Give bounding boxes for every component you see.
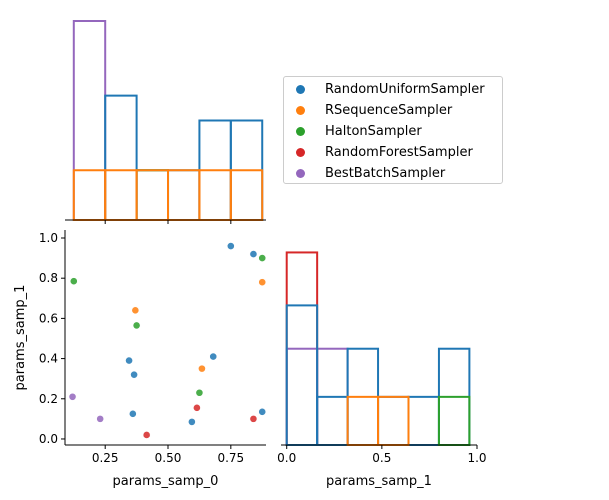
scatter-x-tick-label: 0.50 xyxy=(155,451,182,465)
hist-y-tick-label: 1.0 xyxy=(467,451,486,465)
scatter-point-RandomUniformSampler-7 xyxy=(258,407,267,416)
legend-item-RandomUniformSampler: RandomUniformSampler xyxy=(296,79,485,99)
legend-marker-dot xyxy=(296,105,305,115)
hist-y-bar-RandomUniformSampler-3 xyxy=(377,395,410,447)
hist-x-bar-RandomUniformSampler-2 xyxy=(167,169,201,221)
scatter-y-tick-label: 1.0 xyxy=(39,231,58,245)
hist-x-bar-HaltonSampler-0 xyxy=(135,169,170,221)
hist-y-bar-RSequenceSampler-1 xyxy=(377,395,410,447)
hist-x-bar-BestBatchSampler-0 xyxy=(72,20,107,221)
legend-marker-dot xyxy=(296,168,305,178)
hist-x-bar-RandomUniformSampler-0 xyxy=(104,94,138,221)
scatter-x-tick-label: 0.25 xyxy=(92,451,119,465)
scatter-point-RandomForestSampler-16 xyxy=(142,431,151,439)
scatter-point-RandomForestSampler-15 xyxy=(193,403,201,412)
scatter-point-HaltonSampler-14 xyxy=(195,388,204,397)
hist-x-bar-RandomUniformSampler-1 xyxy=(135,169,170,221)
scatter-x-tick-label: 0.75 xyxy=(217,451,244,465)
hist-y-bar-HaltonSampler-0 xyxy=(437,395,471,447)
legend-item-HaltonSampler: HaltonSampler xyxy=(296,121,422,141)
legend-marker-dot xyxy=(296,126,305,136)
scatter-point-RSequenceSampler-10 xyxy=(198,364,206,373)
scatter-y-axis-label: params_samp_1 xyxy=(13,285,28,391)
hist-y-x-axis-label: params_samp_1 xyxy=(326,474,432,489)
scatter-point-RSequenceSampler-8 xyxy=(131,306,140,315)
scatter-point-RandomUniformSampler-2 xyxy=(125,356,133,365)
scatter-y-tick-label: 0.8 xyxy=(39,271,58,285)
scatter-point-RandomUniformSampler-4 xyxy=(209,352,218,361)
scatter-point-RandomUniformSampler-5 xyxy=(128,409,137,418)
legend-label: BestBatchSampler xyxy=(325,165,446,181)
scatter-point-BestBatchSampler-19 xyxy=(96,414,105,423)
hist-x-bar-RSequenceSampler-1 xyxy=(104,169,138,221)
legend-item-RandomForestSampler: RandomForestSampler xyxy=(296,142,473,162)
legend-label: RSequenceSampler xyxy=(325,102,453,118)
legend-label: RandomUniformSampler xyxy=(325,81,485,97)
hist-y-bar-RandomUniformSampler-1 xyxy=(316,395,349,447)
legend-label: RandomForestSampler xyxy=(325,144,473,160)
hist-x-bar-RSequenceSampler-2 xyxy=(135,169,170,221)
hist-y-tick-label: 0.5 xyxy=(372,451,391,465)
scatter-y-tick-label: 0.0 xyxy=(39,432,58,446)
hist-y-bar-RSequenceSampler-0 xyxy=(346,395,380,447)
scatter-y-tick-label: 0.6 xyxy=(39,311,58,325)
legend-marker-dot xyxy=(296,147,305,157)
hist-y-bar-RandomUniformSampler-4 xyxy=(407,395,440,447)
scatter-point-HaltonSampler-11 xyxy=(69,277,78,286)
hist-y-tick-label: 0.0 xyxy=(277,451,296,465)
scatter-point-RandomUniformSampler-0 xyxy=(226,242,235,250)
legend-label: HaltonSampler xyxy=(325,123,422,139)
hist-x-bar-RSequenceSampler-0 xyxy=(72,169,107,221)
scatter-x-axis-label: params_samp_0 xyxy=(113,474,219,489)
legend-marker-dot xyxy=(296,84,305,94)
hist-y-bar-BestBatchSampler-0 xyxy=(285,347,319,446)
scatter-y-tick-label: 0.2 xyxy=(39,392,58,406)
hist-x-bar-RSequenceSampler-3 xyxy=(167,169,201,221)
hist-y-bar-RandomUniformSampler-0 xyxy=(285,304,319,446)
scatter-point-RSequenceSampler-9 xyxy=(258,278,267,287)
legend-item-RSequenceSampler: RSequenceSampler xyxy=(296,100,452,120)
hist-x-bar-RSequenceSampler-4 xyxy=(198,169,232,221)
scatter-point-HaltonSampler-12 xyxy=(258,254,267,262)
legend: RandomUniformSampler RSequenceSampler Halt… xyxy=(283,76,503,184)
scatter-point-BestBatchSampler-18 xyxy=(68,392,77,401)
scatter-point-RandomUniformSampler-1 xyxy=(249,250,258,258)
scatter-y-tick-label: 0.4 xyxy=(39,352,58,366)
scatter-point-RandomForestSampler-17 xyxy=(249,414,258,423)
scatter-point-RandomUniformSampler-3 xyxy=(130,370,138,379)
legend-item-BestBatchSampler: BestBatchSampler xyxy=(296,163,445,183)
scatter-point-RandomUniformSampler-6 xyxy=(187,417,196,426)
hist-x-bar-RSequenceSampler-5 xyxy=(229,169,264,221)
scatter-point-HaltonSampler-13 xyxy=(132,321,141,330)
